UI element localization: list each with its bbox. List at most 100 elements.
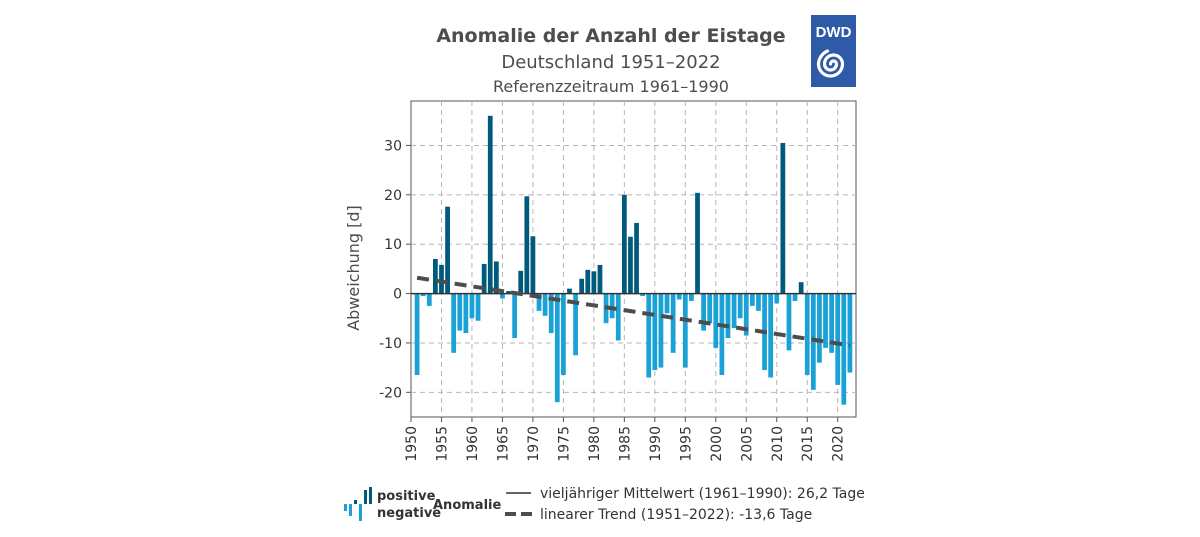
y-tick-label: -10 (379, 336, 402, 352)
bar-1962 (481, 263, 487, 294)
bar-1955 (439, 264, 444, 294)
dwd-logo: DWD (811, 15, 856, 87)
bar-2022 (847, 293, 853, 373)
x-tick-label: 2000 (709, 426, 725, 462)
bar-1951 (414, 293, 420, 376)
bar-1981 (597, 264, 603, 294)
bar-2005 (743, 293, 749, 336)
legend-negative: negative (377, 506, 441, 521)
bar-1958 (457, 293, 463, 331)
bar-1974 (554, 293, 560, 403)
bar-2000 (713, 293, 719, 348)
bar-1983 (609, 293, 615, 319)
bar-1984 (615, 293, 621, 341)
bar-1978 (579, 278, 585, 294)
bar-2001 (719, 293, 725, 376)
bar-1975 (561, 293, 566, 376)
bar-1993 (670, 293, 676, 353)
x-tick-label: 2010 (770, 426, 786, 462)
bar-1989 (646, 293, 652, 378)
bar-2020 (835, 293, 841, 385)
bar-1961 (475, 293, 481, 321)
bars (414, 115, 853, 405)
bar-1966 (506, 291, 511, 294)
bar-2015 (804, 293, 810, 376)
bar-2010 (774, 293, 780, 304)
bar-2011 (780, 142, 786, 294)
x-tick-label: 1955 (434, 426, 450, 462)
x-tick-label: 1980 (587, 426, 603, 462)
anomaly-legend-icon (344, 487, 372, 521)
bar-2018 (823, 293, 828, 348)
chart-subtitle: Deutschland 1951–2022 (501, 52, 720, 73)
bar-1973 (548, 293, 554, 334)
x-tick-label: 1960 (465, 426, 481, 462)
grid (411, 101, 856, 417)
bar-2013 (792, 293, 798, 301)
x-tick-labels: 1950 1955 1960 1965 1970 1975 1980 1985 1990 1995… (404, 417, 847, 462)
bar-1977 (573, 293, 578, 356)
bar-2019 (829, 293, 834, 353)
bar-1969 (524, 196, 530, 294)
bar-1972 (542, 293, 548, 316)
bar-1976 (567, 288, 572, 294)
bar-2002 (725, 293, 731, 338)
bar-1964 (493, 261, 499, 294)
bar-1953 (426, 293, 432, 306)
bar-1990 (652, 293, 658, 371)
bar-1979 (585, 269, 591, 294)
trend-line (416, 275, 851, 348)
bar-1992 (664, 293, 670, 314)
y-tick-label: 10 (384, 237, 402, 253)
bar-1999 (707, 293, 713, 324)
bar-1965 (500, 293, 505, 299)
x-tick-label: 1965 (495, 426, 511, 462)
bar-1959 (463, 293, 469, 334)
bar-2014 (798, 282, 804, 294)
y-axis-label: Abweichung [d] (344, 205, 363, 331)
legend: positive negative Anomalie vieljähriger … (344, 486, 865, 523)
bar-1987 (634, 222, 639, 294)
bar-1980 (591, 271, 597, 294)
x-tick-label: 2015 (800, 426, 816, 462)
y-tick-labels: -20 -10 0 10 20 30 (379, 138, 411, 401)
bar-1971 (536, 293, 542, 311)
x-tick-label: 1990 (648, 426, 664, 462)
bar-2021 (841, 293, 847, 405)
bar-1995 (682, 293, 688, 368)
dwd-logo-text: DWD (816, 24, 852, 41)
legend-trend-text: linearer Trend (1951–2022): -13,6 Tage (540, 507, 812, 523)
chart-subtitle-reference: Referenzzeitraum 1961–1990 (493, 77, 729, 96)
bar-1991 (658, 293, 664, 368)
bar-1956 (445, 206, 450, 294)
bar-1960 (469, 293, 475, 319)
plot-area (410, 100, 857, 418)
bar-2007 (756, 293, 761, 311)
bar-1985 (621, 194, 627, 294)
swirl-icon (816, 49, 845, 78)
bar-1986 (628, 236, 633, 294)
bar-2012 (786, 293, 792, 351)
x-tick-label: 1975 (556, 426, 572, 462)
bar-1952 (420, 293, 426, 297)
x-tick-label: 1985 (617, 426, 633, 462)
bar-2003 (731, 293, 737, 329)
bar-1957 (451, 293, 457, 353)
bar-1988 (640, 293, 646, 297)
legend-positive: positive (377, 489, 436, 504)
x-tick-label: 1950 (404, 426, 420, 462)
bar-1997 (695, 192, 700, 294)
bar-1996 (689, 293, 694, 301)
bar-1963 (487, 115, 493, 294)
x-tick-label: 1970 (526, 426, 542, 462)
chart-title: Anomalie der Anzahl der Eistage (436, 25, 785, 47)
bar-1967 (512, 293, 518, 338)
legend-anomaly: Anomalie (433, 498, 501, 513)
bar-2006 (749, 293, 755, 306)
y-tick-label: 30 (384, 138, 402, 154)
y-tick-label: 20 (384, 188, 402, 204)
bar-2017 (817, 293, 822, 363)
bar-1994 (676, 293, 682, 300)
legend-mean-text: vieljähriger Mittelwert (1961–1990): 26,… (540, 486, 865, 502)
